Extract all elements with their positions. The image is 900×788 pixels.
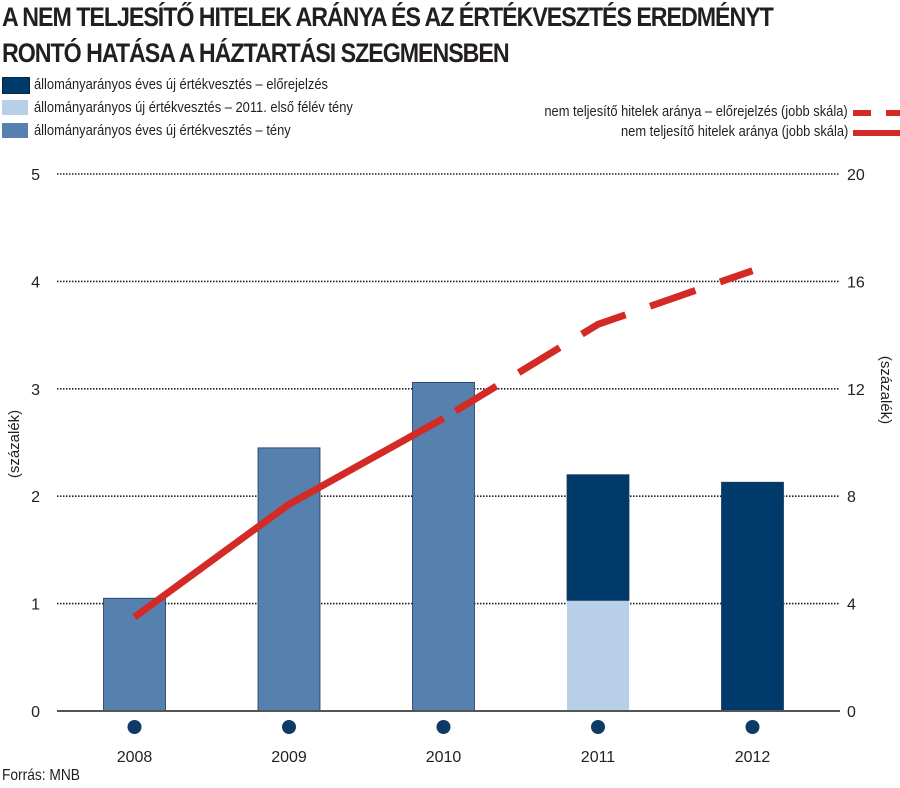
left-tick-label: 1 [31,597,40,614]
bar-2012-2 [721,481,784,712]
bars [103,381,784,712]
right-tick-label: 8 [847,489,856,506]
left-tick-label: 0 [31,704,40,721]
source-note: Forrás: MNB [2,767,80,784]
right-axis-ticks: 0 4 8 12 16 20 [847,167,865,721]
left-tick-label: 2 [31,489,40,506]
legend-swatch-npl-forecast-dash-2 [886,110,900,116]
legend-label-actual: állományarányos éves új értékvesztés – t… [34,122,291,139]
legend-label-forecast: állományarányos éves új értékvesztés – e… [34,76,328,93]
right-tick-label: 4 [847,597,856,614]
x-tick-label: 2012 [735,749,771,766]
legend-swatch-npl-forecast-dash-1 [853,110,871,116]
right-tick-label: 0 [847,704,856,721]
legend-label-npl: nem teljesítő hitelek aránya (jobb skála… [620,123,848,140]
category-marker-2011 [591,720,605,734]
left-tick-label: 4 [31,274,40,291]
legend-label-npl-forecast: nem teljesítő hitelek aránya – előrejelz… [544,103,848,120]
bar-2010-0 [412,381,475,712]
right-tick-label: 16 [847,274,865,291]
x-tick-label: 2008 [117,749,153,766]
left-tick-label: 5 [31,167,40,184]
legend-swatch-actual [2,123,28,138]
bar-2008-0 [103,597,166,712]
left-axis-ticks: 0 1 2 3 4 5 [31,167,40,721]
npl-line-forecast [441,267,754,422]
npl-line-actual [132,415,446,620]
x-tick-label: 2009 [271,749,307,766]
category-marker-2012 [745,720,760,734]
x-tick-label: 2010 [426,749,462,766]
bar-2011-2 [566,474,630,601]
right-tick-label: 20 [847,167,865,184]
bar-2009-0 [257,447,321,712]
x-tick-label: 2011 [581,749,616,766]
lines [132,267,754,620]
right-axis-label: (százalék) [877,356,894,424]
bar-2011-1 [567,600,629,711]
legend-swatch-npl [853,130,900,136]
legend-swatch-forecast [2,77,30,94]
left-axis-label: (százalék) [6,410,23,478]
legend-swatch-2011-h1 [2,100,28,115]
left-tick-label: 3 [31,382,40,399]
category-marker-2008 [127,720,142,734]
legend-label-2011-h1: állományarányos új értékvesztés – 2011. … [34,99,353,116]
category-marker-2009 [282,720,296,734]
category-marker-2010 [436,720,451,734]
chart-title-line-1: A NEM TELJESÍTŐ HITELEK ARÁNYA ÉS AZ ÉRT… [2,2,774,32]
chart-title-line-2: RONTÓ HATÁSA A HÁZTARTÁSI SZEGMENSBEN [2,38,510,68]
right-tick-label: 12 [847,382,865,399]
x-axis-labels: 2008 2009 2010 2011 2012 [117,720,771,766]
